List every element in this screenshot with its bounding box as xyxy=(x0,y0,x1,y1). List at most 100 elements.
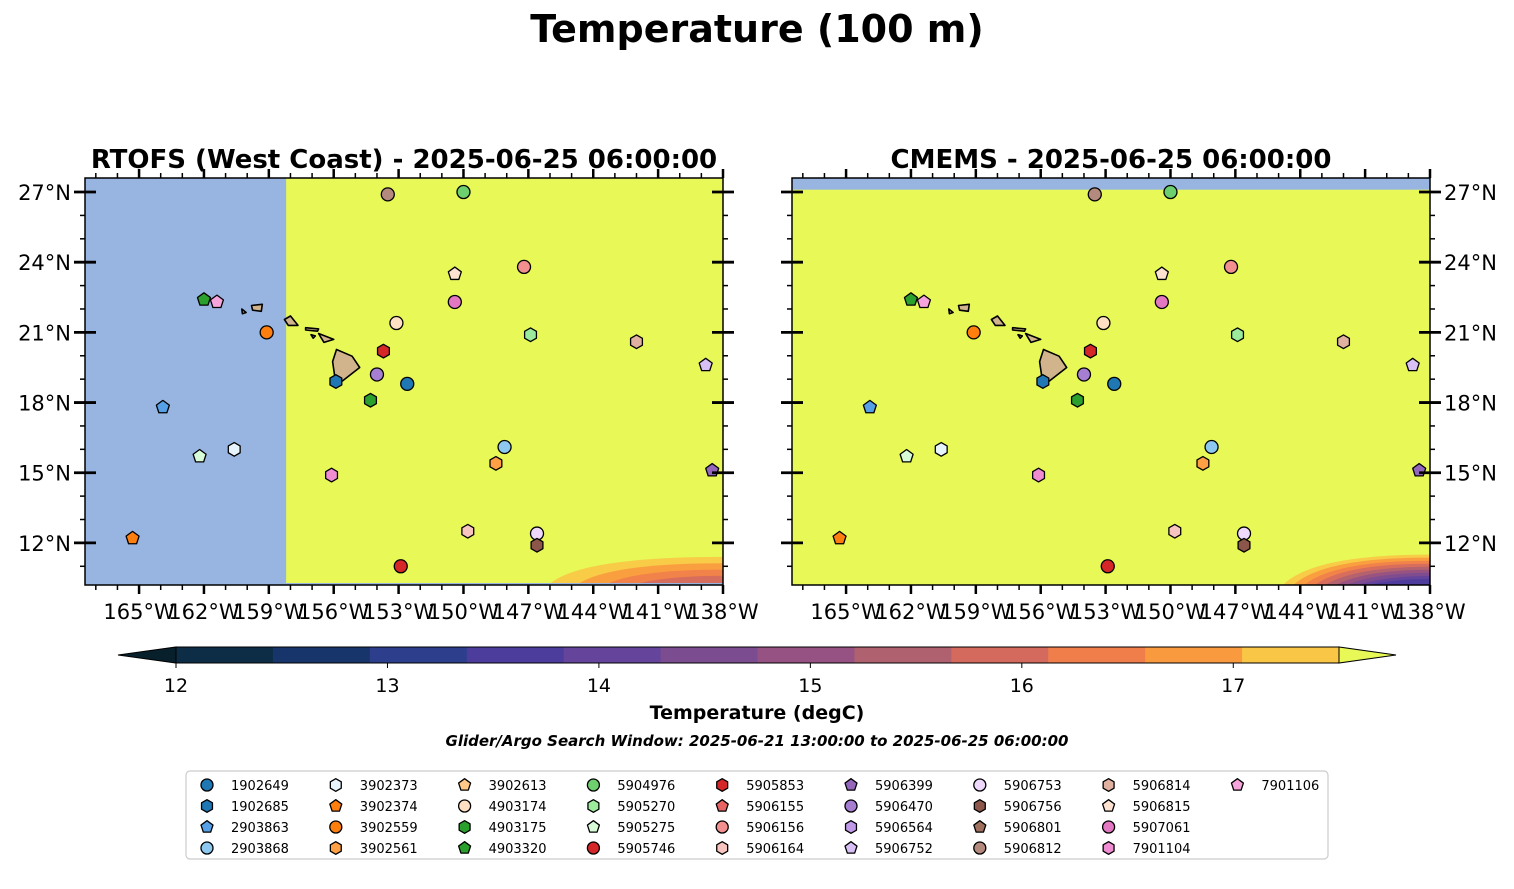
x-tick-label: 147°W xyxy=(1200,600,1272,624)
cool-contour-band xyxy=(633,575,723,585)
marker-3902374 xyxy=(832,530,847,545)
legend-label: 5906399 xyxy=(875,779,933,794)
legend-item: 5905853 xyxy=(716,778,804,794)
legend-label: 5905275 xyxy=(617,821,675,836)
marker-5906164 xyxy=(1168,523,1182,539)
legend-label: 2903868 xyxy=(231,842,289,857)
marker-4903175 xyxy=(1070,392,1085,408)
colorbar-band xyxy=(563,647,662,663)
legend-label: 5906814 xyxy=(1133,779,1191,794)
legend-label: 1902685 xyxy=(231,800,289,815)
colorbar-extend-low xyxy=(117,646,177,664)
marker-7901106 xyxy=(916,294,932,309)
y-tick-label: 27°N xyxy=(1444,181,1497,205)
legend-item: 5906399 xyxy=(844,778,933,794)
legend-marker-5906815 xyxy=(1101,799,1116,812)
x-tick-label: 159°W xyxy=(940,600,1012,624)
marker-3902373 xyxy=(934,441,948,457)
panel-title-right: CMEMS - 2025-06-25 06:00:00 xyxy=(891,145,1332,175)
y-tick-label: 18°N xyxy=(18,392,71,416)
colorbar-tick-label: 12 xyxy=(164,675,188,697)
colorbar-band xyxy=(466,647,565,663)
legend-label: 1902649 xyxy=(231,779,289,794)
y-tick-label: 15°N xyxy=(1444,462,1497,486)
island-molokai xyxy=(1011,326,1027,333)
legend-item: 5904976 xyxy=(586,778,675,794)
marker-1902649 xyxy=(400,376,415,391)
figure-suptitle: Temperature (100 m) xyxy=(530,7,983,51)
legend-item: 1902685 xyxy=(200,799,289,815)
legend-label: 5906752 xyxy=(875,842,933,857)
marker-2903868 xyxy=(497,439,512,455)
legend-item: 5906470 xyxy=(844,799,933,815)
legend-label: 5906156 xyxy=(746,821,804,836)
marker-3902559 xyxy=(966,325,981,340)
marker-5906756 xyxy=(530,537,544,553)
x-tick-label: 144°W xyxy=(558,600,630,624)
legend-marker-5906756 xyxy=(973,799,986,813)
island-oahu xyxy=(283,315,299,327)
legend-item: 5906156 xyxy=(715,820,804,836)
no-data-edge xyxy=(286,583,723,585)
colorbar-tick-label: 14 xyxy=(587,675,611,697)
legend-marker-5905853 xyxy=(716,778,729,792)
marker-5906815 xyxy=(1154,266,1169,281)
colorbar-tick-label: 15 xyxy=(798,675,822,697)
marker-5905270 xyxy=(1230,327,1245,343)
x-tick-label: 150°W xyxy=(1135,600,1207,624)
map-panel-rtofs: 165°W162°W159°W156°W153°W150°W147°W144°W… xyxy=(18,169,759,624)
legend-label: 5906164 xyxy=(746,842,804,857)
colorbar-extend-high xyxy=(1338,646,1397,664)
legend-frame xyxy=(185,770,1329,860)
legend-label: 3902613 xyxy=(489,779,547,794)
legend-label: 5906815 xyxy=(1133,800,1191,815)
colorbar-band xyxy=(757,647,855,663)
marker-5905275 xyxy=(899,448,914,463)
island-molokai xyxy=(304,326,320,333)
colorbar-label: Temperature (degC) xyxy=(650,702,865,724)
colorbar: 12 13 14 15 16 17 xyxy=(117,646,1397,697)
legend-marker-4903174 xyxy=(457,799,472,813)
legend-marker-1902685 xyxy=(200,799,214,813)
x-tick-label: 156°W xyxy=(298,600,370,624)
axes-frame xyxy=(791,177,1431,586)
x-tick-label: 138°W xyxy=(687,600,759,624)
legend-marker-7901104 xyxy=(1102,841,1115,855)
legend-marker-4903320 xyxy=(457,841,472,854)
marker-3902373 xyxy=(227,441,241,457)
colorbar-band xyxy=(176,647,274,663)
legend-item: 5905275 xyxy=(586,820,675,836)
island-niihau xyxy=(947,308,954,315)
x-tick-label: 159°W xyxy=(233,600,305,624)
y-tick-label: 12°N xyxy=(1444,532,1497,556)
x-tick-label: 141°W xyxy=(1329,600,1401,624)
legend-label: 5906801 xyxy=(1004,821,1062,836)
legend-item: 3902374 xyxy=(329,799,418,815)
legend-item: 5906812 xyxy=(973,841,1062,857)
marker-5906756 xyxy=(1237,537,1251,553)
legend-marker-5907061 xyxy=(1101,820,1116,834)
map-panel-cmems: 165°W162°W159°W156°W153°W150°W147°W144°W… xyxy=(781,169,1497,624)
legend: 1902649 1902685 2903863 2903868 3902373 39023… xyxy=(185,770,1329,860)
legend-label: 5906564 xyxy=(875,821,933,836)
legend-marker-5906164 xyxy=(716,841,729,855)
x-tick-label: 138°W xyxy=(1394,600,1466,624)
legend-item: 5905746 xyxy=(586,841,675,857)
island-maui xyxy=(317,332,335,344)
legend-marker-5906752 xyxy=(844,841,858,854)
y-tick-label: 24°N xyxy=(18,251,71,275)
legend-marker-5905270 xyxy=(587,799,600,813)
marker-4903320 xyxy=(903,292,919,306)
x-tick-label: 162°W xyxy=(875,600,947,624)
marker-3902561 xyxy=(1196,455,1210,471)
y-tick-label: 15°N xyxy=(18,462,71,486)
marker-3902561 xyxy=(489,455,503,471)
legend-item: 2903863 xyxy=(200,820,289,836)
x-tick-label: 156°W xyxy=(1005,600,1077,624)
marker-5905853 xyxy=(1083,343,1098,359)
marker-5905270 xyxy=(523,327,538,343)
y-tick-label: 27°N xyxy=(18,181,71,205)
x-tick-label: 150°W xyxy=(428,600,500,624)
panel-title-left: RTOFS (West Coast) - 2025-06-25 06:00:00 xyxy=(91,145,717,175)
legend-label: 7901104 xyxy=(1133,842,1191,857)
